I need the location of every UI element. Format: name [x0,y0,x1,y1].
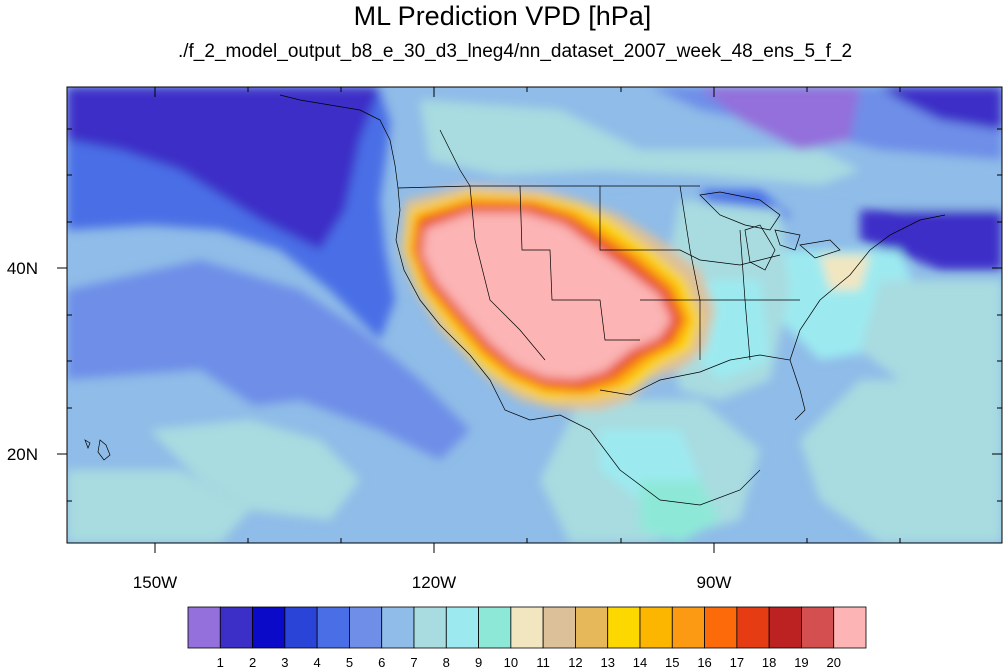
lon-tick-label-90w: 90W [697,573,732,592]
vpd-field [67,87,1002,543]
colorbar-label: 20 [826,655,840,670]
colorbar-label: 16 [697,655,711,670]
colorbar-swatch [736,606,770,649]
colorbar-label: 5 [346,655,353,670]
colorbar-swatch [801,606,835,649]
colorbar-swatch [671,606,705,649]
colorbar-swatch [833,606,867,649]
colorbar-label: 3 [281,655,288,670]
colorbar-label: 1 [217,655,224,670]
colorbar-label: 13 [600,655,614,670]
colorbar-label: 6 [378,655,385,670]
colorbar-swatch [607,606,641,649]
colorbar-swatch [349,606,383,649]
colorbar-swatch [413,606,447,649]
colorbar-swatch [768,606,802,649]
plot-subtitle: ./f_2_model_output_b8_e_30_d3_lneg4/nn_d… [177,41,853,62]
colorbar-label: 19 [794,655,808,670]
colorbar-label: 9 [475,655,482,670]
colorbar-swatch [510,606,544,649]
colorbar-swatch [381,606,415,649]
colorbar-label: 12 [568,655,582,670]
colorbar-swatch [187,606,221,649]
lat-tick-label-40n: 40N [7,259,38,278]
colorbar-label: 11 [536,655,550,670]
colorbar-label: 14 [633,655,647,670]
colorbar-label: 15 [665,655,679,670]
colorbar-label: 18 [762,655,776,670]
colorbar-swatch [316,606,350,649]
colorbar-swatch [575,606,609,649]
colorbar-label: 7 [410,655,417,670]
map-ticks [57,87,1002,553]
colorbar: 1 2 3 4 5 6 7 8 9 10 11 12 13 14 15 16 17 18 19 20 [187,606,867,670]
colorbar-label: 2 [249,655,256,670]
colorbar-swatch [704,606,738,649]
lon-tick-label-120w: 120W [412,573,456,592]
lat-tick-label-20n: 20N [7,445,38,464]
colorbar-label: 10 [504,655,518,670]
colorbar-swatch [542,606,576,649]
colorbar-swatch [639,606,673,649]
colorbar-label: 4 [314,655,321,670]
colorbar-swatch [478,606,512,649]
colorbar-swatch [284,606,318,649]
lon-tick-label-150w: 150W [133,573,177,592]
colorbar-swatch [219,606,253,649]
colorbar-swatch [252,606,286,649]
colorbar-swatch [445,606,479,649]
coastlines [84,94,946,506]
colorbar-label: 17 [730,655,744,670]
plot-title: ML Prediction VPD [hPa] [353,1,652,31]
colorbar-label: 8 [443,655,450,670]
